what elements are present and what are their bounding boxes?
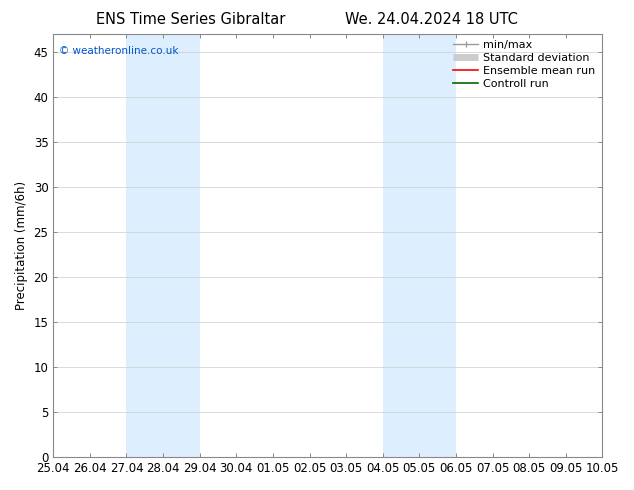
Text: We. 24.04.2024 18 UTC: We. 24.04.2024 18 UTC [345, 12, 517, 27]
Y-axis label: Precipitation (mm/6h): Precipitation (mm/6h) [15, 181, 28, 310]
Bar [127, 34, 200, 457]
Text: © weatheronline.co.uk: © weatheronline.co.uk [59, 47, 178, 56]
Bar [383, 34, 456, 457]
Legend: min/max, Standard deviation, Ensemble mean run, Controll run: min/max, Standard deviation, Ensemble me… [449, 36, 600, 93]
Text: ENS Time Series Gibraltar: ENS Time Series Gibraltar [96, 12, 285, 27]
